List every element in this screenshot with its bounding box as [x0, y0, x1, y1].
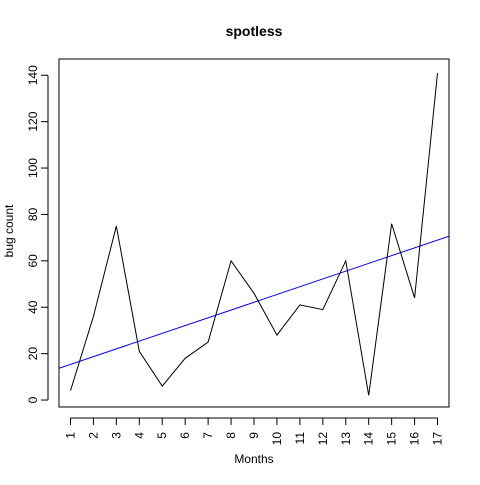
x-tick-label: 11: [293, 432, 307, 445]
x-tick-label: 6: [178, 432, 192, 439]
x-tick-label: 2: [86, 432, 100, 439]
x-tick-label: 3: [109, 432, 123, 439]
x-axis-label: Months: [234, 452, 273, 466]
y-tick-label: 120: [26, 111, 40, 131]
x-tick-label: 10: [270, 432, 284, 446]
y-tick-label: 80: [26, 207, 40, 221]
y-tick-label: 140: [26, 65, 40, 85]
x-tick-label: 5: [155, 432, 169, 439]
y-axis-label: bug count: [2, 204, 16, 257]
y-tick-label: 40: [26, 300, 40, 314]
x-tick-label: 9: [247, 432, 261, 439]
y-tick-label: 60: [26, 254, 40, 268]
x-tick-label: 4: [132, 432, 146, 439]
x-tick-label: 14: [362, 432, 376, 446]
plot-frame: [58, 58, 450, 408]
x-tick-label: 15: [385, 432, 399, 446]
series-line-0: [69, 72, 439, 396]
x-tick-label: 17: [431, 432, 445, 446]
x-tick-label: 16: [408, 432, 422, 446]
x-tick-label: 12: [316, 432, 330, 446]
y-tick-label: 0: [26, 396, 40, 403]
x-tick-label: 1: [63, 432, 77, 439]
trend-line: [59, 235, 449, 369]
y-tick-label: 20: [26, 347, 40, 361]
x-tick-label: 7: [201, 432, 215, 439]
x-tick-label: 13: [339, 432, 353, 446]
x-tick-label: 8: [224, 432, 238, 439]
chart-title: spotless: [226, 23, 283, 39]
y-tick-label: 100: [26, 158, 40, 178]
